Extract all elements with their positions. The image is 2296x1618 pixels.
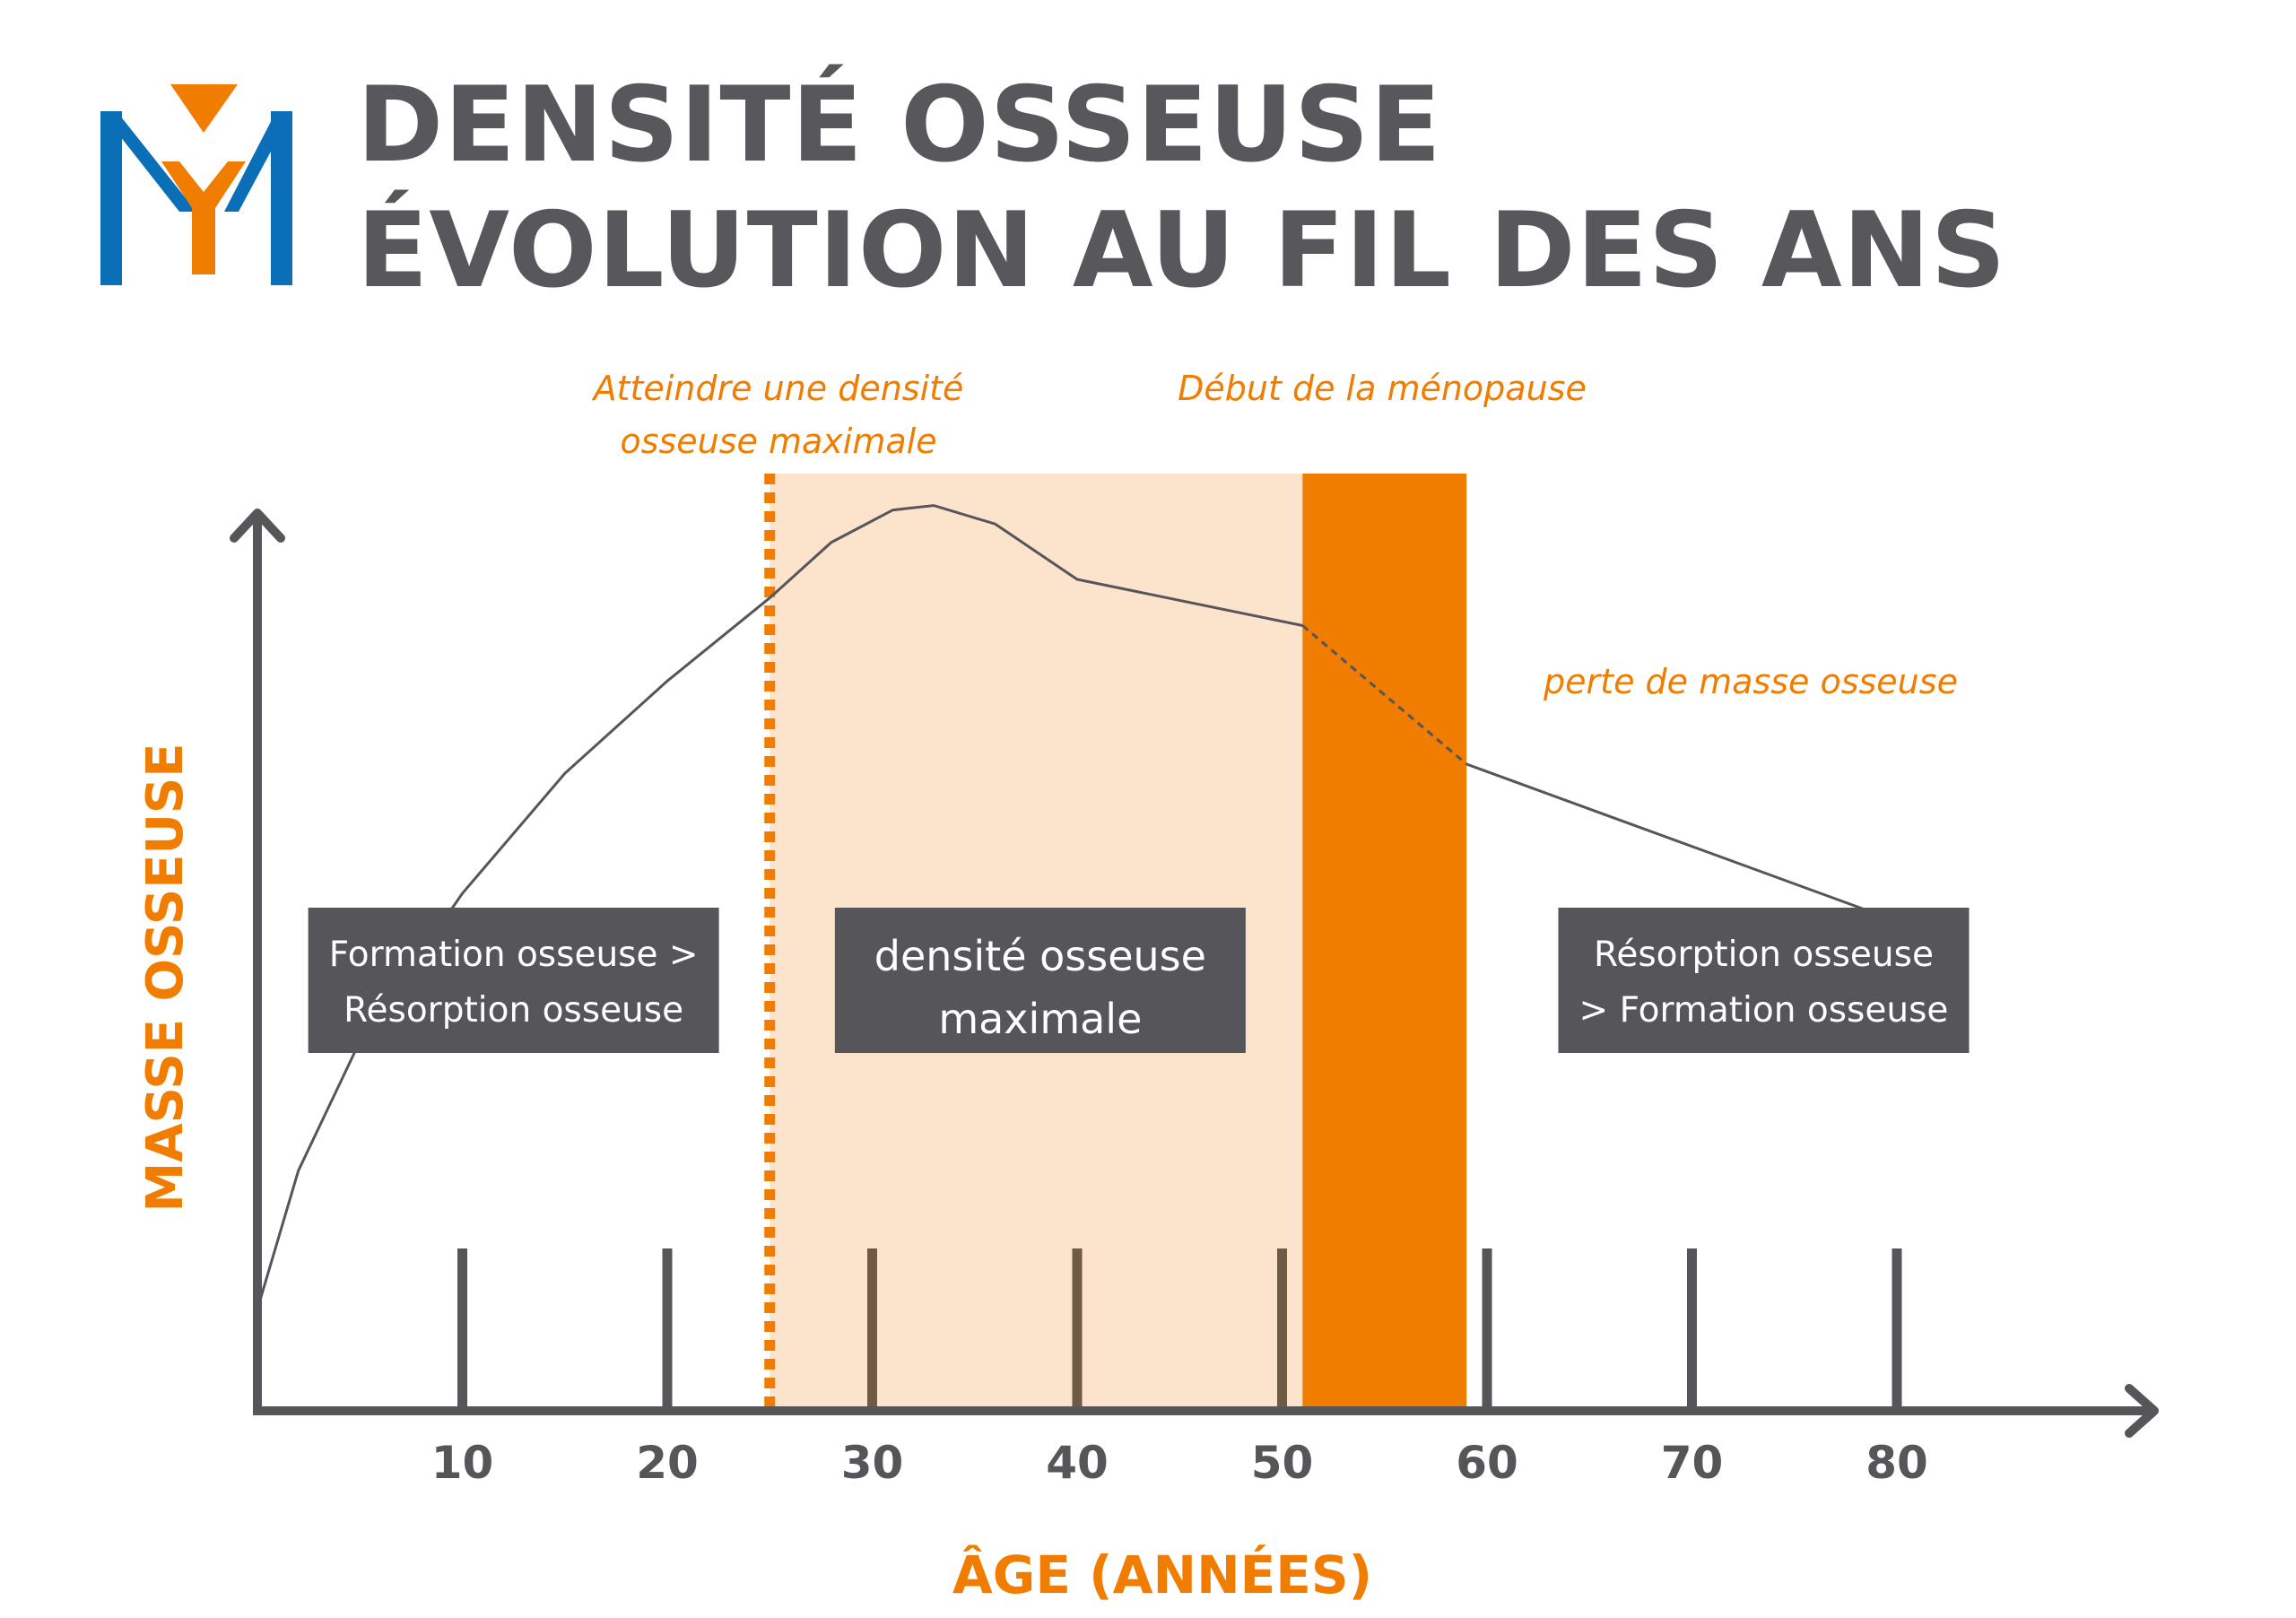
phase-box-text-line: maximale <box>938 995 1142 1043</box>
phase-box-text-line: Formation osseuse > <box>329 935 699 975</box>
phase-box-background <box>1558 908 1970 1053</box>
annotation-1-line-2: osseuse maximale <box>620 422 936 461</box>
phase-box-text-line: Résorption osseuse <box>344 990 683 1031</box>
phase-box-text-line: > Formation osseuse <box>1579 990 1949 1031</box>
x-tick-label-30: 30 <box>841 1437 904 1489</box>
annotation-3-line-1: perte de masse osseuse <box>1543 662 1958 701</box>
x-axis-arrow <box>2125 1384 2159 1438</box>
my-monogram-logo-icon <box>100 84 292 285</box>
x-tick-label-70: 70 <box>1661 1437 1724 1489</box>
phase-box-2: densité osseuse maximale <box>834 908 1246 1053</box>
y-axis-arrow <box>230 509 285 543</box>
page-title-line-2: ÉVOLUTION AU FIL DES ANS <box>357 190 2007 311</box>
bone-mass-curve-decline <box>1465 762 1898 923</box>
x-tick-label-80: 80 <box>1866 1437 1928 1489</box>
phase-box-background <box>834 908 1246 1053</box>
annotation-2-line-1: Début de la ménopause <box>1178 369 1587 408</box>
x-tick-label-20: 20 <box>636 1437 699 1489</box>
annotation-1-line-1: Atteindre une densité <box>591 369 964 408</box>
menopause-band <box>1302 474 1467 1406</box>
phase-box-text-line: densité osseuse <box>874 932 1206 980</box>
x-axis-title: ÂGE (ANNÉES) <box>952 1544 1372 1605</box>
phase-box-1: Formation osseuse > Résorption osseuse <box>308 908 719 1053</box>
x-tick-label-60: 60 <box>1456 1437 1518 1489</box>
phase-box-background <box>308 908 719 1053</box>
x-tick-label-40: 40 <box>1046 1437 1109 1489</box>
bone-mass-curve-menopause-dashed <box>1301 624 1468 766</box>
x-tick-label-10: 10 <box>431 1437 494 1489</box>
phase-box-text-line: Résorption osseuse <box>1594 935 1934 975</box>
x-tick-label-50: 50 <box>1251 1437 1314 1489</box>
y-axis-title: MASSE OSSEUSE <box>136 743 195 1212</box>
phase-box-3: Résorption osseuse > Formation osseuse <box>1558 908 1970 1053</box>
page-title-line-1: DENSITÉ OSSEUSE <box>357 65 1442 186</box>
